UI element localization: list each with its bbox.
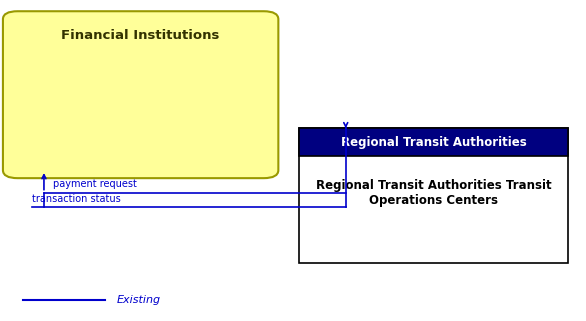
Bar	[299, 128, 568, 263]
Text: Financial Institutions: Financial Institutions	[62, 29, 220, 42]
Text: payment request: payment request	[53, 179, 137, 189]
Text: Regional Transit Authorities: Regional Transit Authorities	[341, 135, 526, 149]
Text: transaction status: transaction status	[32, 195, 121, 204]
Text: Regional Transit Authorities Transit
Operations Centers: Regional Transit Authorities Transit Ope…	[316, 179, 551, 207]
Bar	[299, 128, 568, 156]
Text: Existing: Existing	[117, 295, 161, 305]
FancyBboxPatch shape	[3, 11, 278, 178]
